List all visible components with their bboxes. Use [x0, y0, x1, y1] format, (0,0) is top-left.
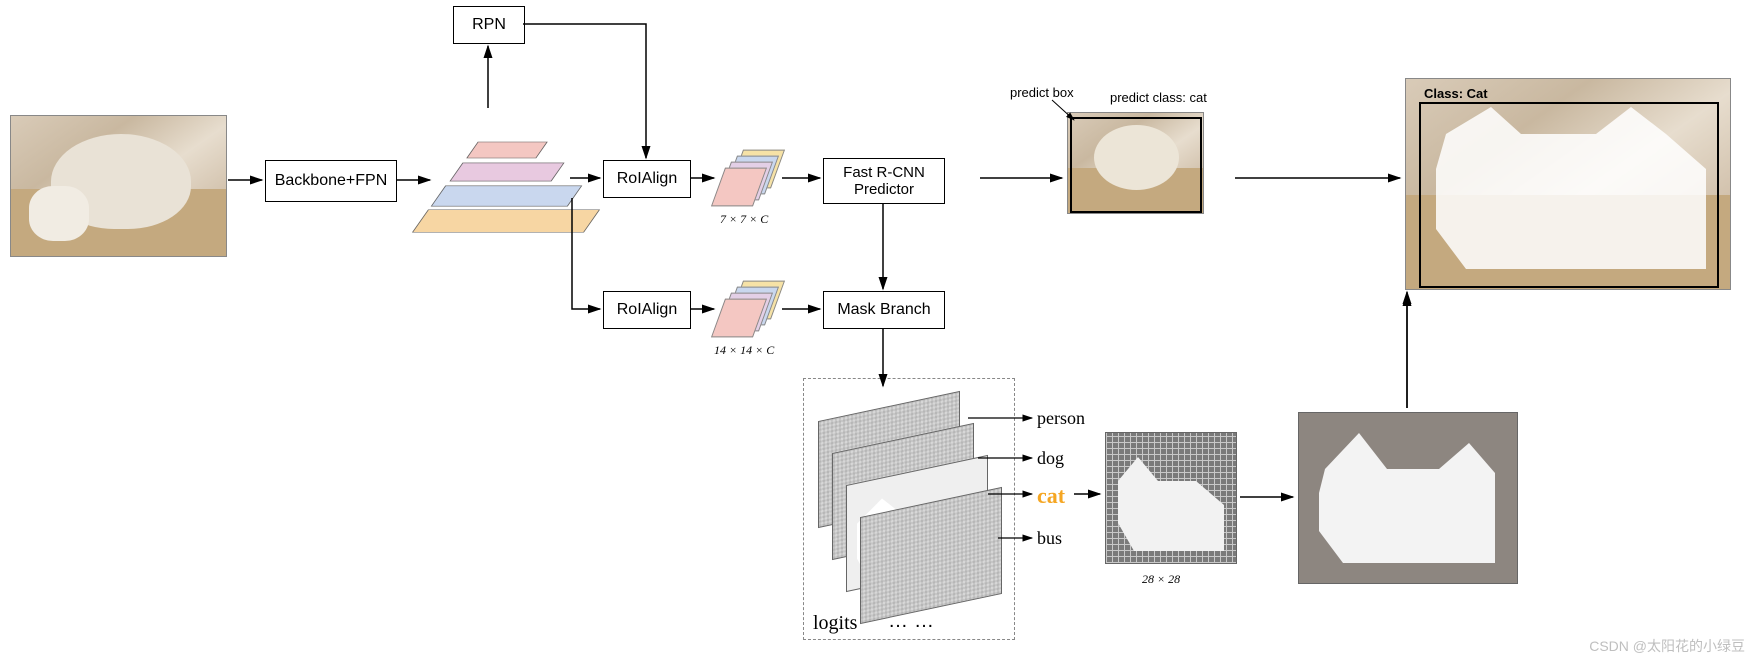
final-bbox	[1419, 102, 1719, 288]
final-class-label: Class: Cat	[1424, 86, 1488, 101]
predict-box-label: predict box	[1010, 85, 1074, 100]
backbone-box: Backbone+FPN	[265, 160, 397, 202]
logits-label: logits	[813, 612, 857, 635]
class-person: person	[1037, 408, 1085, 429]
detection-bbox	[1070, 117, 1202, 213]
class-dog: dog	[1037, 448, 1064, 469]
predictor-box: Fast R-CNN Predictor	[823, 158, 945, 204]
class-cat: cat	[1037, 483, 1065, 509]
mask28-caption: 28 × 28	[1142, 572, 1180, 587]
backbone-label: Backbone+FPN	[275, 172, 388, 190]
maskbranch-label: Mask Branch	[837, 301, 930, 319]
logits-tiles	[810, 388, 1010, 608]
class-bus: bus	[1037, 528, 1062, 549]
roialign-2-label: RoIAlign	[617, 301, 677, 319]
feat14-caption: 14 × 14 × C	[714, 343, 774, 358]
feat7-stack	[716, 148, 788, 210]
logits-dots: ……	[888, 610, 940, 633]
predictor-label-2: Predictor	[843, 181, 925, 198]
rpn-label: RPN	[472, 16, 506, 34]
mask28-grid	[1105, 432, 1237, 564]
input-image	[10, 115, 227, 257]
roialign-1-label: RoIAlign	[617, 170, 677, 188]
feat14-stack	[716, 279, 788, 341]
maskbranch-box: Mask Branch	[823, 291, 945, 329]
predict-class-label: predict class: cat	[1110, 90, 1207, 105]
seg-image	[1298, 412, 1518, 584]
fpn-pyramid	[428, 105, 583, 225]
rpn-box: RPN	[453, 6, 525, 44]
feat7-caption: 7 × 7 × C	[720, 212, 768, 227]
predictor-label-1: Fast R-CNN	[843, 164, 925, 181]
roialign-1-box: RoIAlign	[603, 160, 691, 198]
roialign-2-box: RoIAlign	[603, 291, 691, 329]
watermark: CSDN @太阳花的小绿豆	[1589, 636, 1745, 656]
